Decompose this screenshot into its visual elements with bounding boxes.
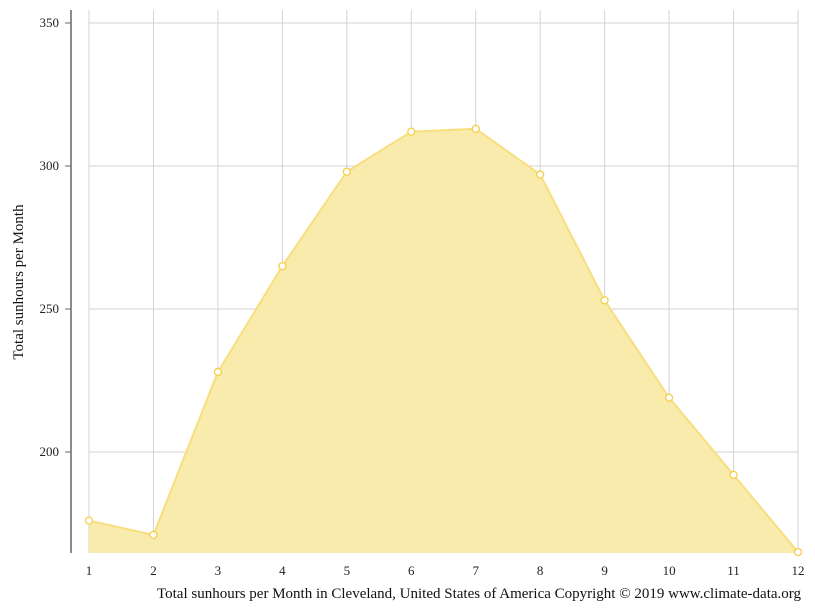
x-tick-label: 2	[150, 563, 157, 578]
x-tick-label: 6	[408, 563, 415, 578]
x-tick-label: 12	[792, 563, 805, 578]
x-tick-label: 1	[86, 563, 93, 578]
data-point	[471, 124, 480, 133]
data-point	[729, 470, 738, 480]
x-tick-label: 5	[344, 563, 351, 578]
x-axis-ticks: 1 2 3 4 5 6 7 8 9 10 11 12	[86, 563, 805, 578]
data-point	[664, 393, 674, 402]
data-point	[149, 530, 158, 540]
y-axis-title: Total sunhours per Month	[11, 204, 27, 360]
y-tick-label: 200	[40, 444, 60, 459]
y-tick-label: 350	[40, 15, 60, 30]
data-point	[213, 367, 223, 377]
data-point-markers	[84, 124, 803, 557]
y-tick-label: 250	[40, 301, 60, 316]
x-tick-label: 9	[601, 563, 608, 578]
area-fill	[89, 128, 798, 553]
chart-caption: Total sunhours per Month in Cleveland, U…	[157, 586, 801, 602]
y-axis-ticks: 200 250 300 350	[40, 15, 71, 459]
data-point	[793, 547, 803, 557]
x-tick-label: 7	[472, 563, 479, 578]
data-point	[278, 261, 287, 271]
y-tick-label: 300	[40, 158, 60, 173]
data-point	[407, 127, 416, 136]
series-line	[88, 127, 799, 553]
x-tick-label: 11	[727, 563, 740, 578]
x-tick-label: 4	[279, 563, 286, 578]
x-tick-label: 8	[537, 563, 544, 578]
data-point	[342, 167, 351, 176]
x-tick-label: 3	[215, 563, 222, 578]
data-point	[84, 516, 94, 525]
x-tick-label: 10	[663, 563, 676, 578]
data-point	[600, 296, 609, 305]
data-point	[536, 170, 545, 179]
